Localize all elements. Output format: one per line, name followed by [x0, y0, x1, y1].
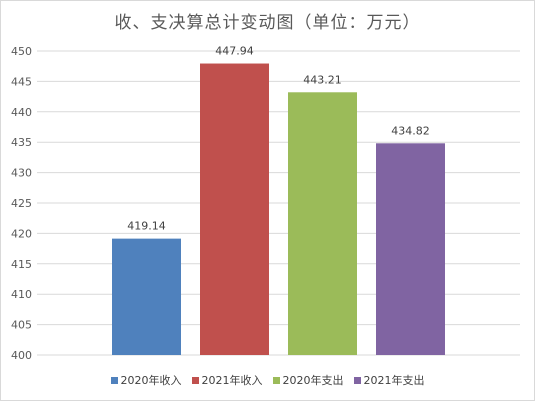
legend-swatch — [353, 376, 361, 384]
bar — [288, 92, 357, 355]
y-tick-label: 445 — [11, 75, 32, 88]
chart-title: 收、支决算总计变动图（单位：万元） — [114, 13, 421, 33]
data-label: 443.21 — [303, 73, 342, 86]
bar — [200, 63, 269, 355]
bar — [112, 238, 181, 355]
y-tick-label: 450 — [11, 45, 32, 58]
y-tick-label: 405 — [11, 319, 32, 332]
legend-swatch — [110, 376, 118, 384]
y-tick-label: 440 — [11, 106, 32, 119]
legend-swatch — [272, 376, 280, 384]
legend-item: 2020年支出 — [272, 372, 344, 388]
chart-legend: 2020年收入 2021年收入 2020年支出 2021年支出 — [0, 372, 535, 388]
data-label: 419.14 — [127, 220, 166, 233]
data-label: 434.82 — [391, 124, 430, 137]
y-tick-label: 415 — [11, 258, 32, 271]
legend-label: 2021年收入 — [201, 374, 263, 387]
legend-item: 2020年收入 — [110, 372, 182, 388]
y-tick-label: 420 — [11, 227, 32, 240]
legend-label: 2020年支出 — [282, 374, 344, 387]
bar — [376, 143, 445, 355]
y-tick-label: 425 — [11, 197, 32, 210]
y-tick-label: 410 — [11, 288, 32, 301]
y-tick-label: 435 — [11, 136, 32, 149]
legend-label: 2021年支出 — [363, 374, 425, 387]
y-tick-label: 430 — [11, 167, 32, 180]
data-label: 447.94 — [215, 45, 254, 58]
legend-item: 2021年支出 — [353, 372, 425, 388]
legend-label: 2020年收入 — [120, 374, 182, 387]
legend-swatch — [191, 376, 199, 384]
y-tick-label: 400 — [11, 349, 32, 362]
legend-item: 2021年收入 — [191, 372, 263, 388]
